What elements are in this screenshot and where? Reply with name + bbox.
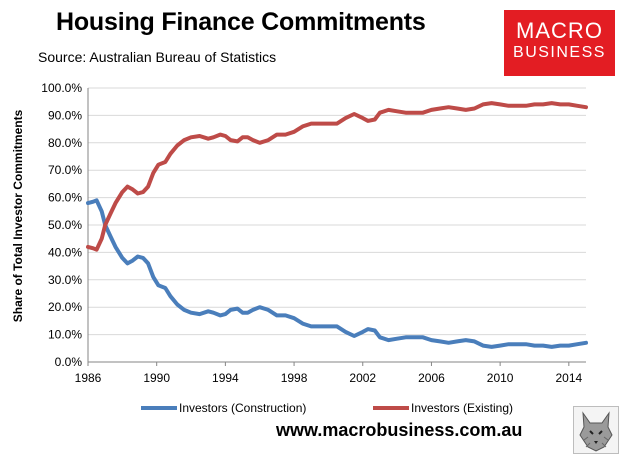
y-tick-label: 20.0% [48, 300, 82, 314]
y-tick-label: 30.0% [48, 273, 82, 287]
wolf-icon [573, 406, 619, 454]
x-tick-label: 2014 [555, 371, 582, 385]
y-tick-label: 60.0% [48, 191, 82, 205]
y-tick-label: 70.0% [48, 163, 82, 177]
y-tick-label: 90.0% [48, 108, 82, 122]
x-tick-label: 2010 [487, 371, 514, 385]
x-tick-label: 1994 [212, 371, 239, 385]
axes [87, 88, 586, 366]
series-line-2 [86, 101, 588, 252]
website-url[interactable]: www.macrobusiness.com.au [276, 420, 523, 440]
series-lines [86, 101, 588, 349]
x-tick-label: 2006 [418, 371, 445, 385]
series-line-1 [86, 198, 588, 349]
logo-line-1: MACRO [516, 18, 603, 43]
y-tick-label: 10.0% [48, 328, 82, 342]
legend-label-1: Investors (Construction) [179, 401, 306, 415]
gridlines [88, 87, 586, 336]
chart-subtitle: Source: Australian Bureau of Statistics [38, 49, 277, 65]
x-tick-label: 1986 [75, 371, 102, 385]
chart-title: Housing Finance Commitments [56, 8, 426, 36]
logo-line-2: BUSINESS [513, 44, 606, 61]
y-tick-label: 100.0% [41, 81, 82, 95]
x-tick-label: 2002 [349, 371, 376, 385]
y-tick-label: 80.0% [48, 136, 82, 150]
x-tick-label: 1990 [143, 371, 170, 385]
y-axis-label: Share of Total Investor Commitments [11, 109, 25, 322]
macrobusiness-logo[interactable]: MACRO BUSINESS [504, 10, 615, 76]
legend: Investors (Construction) Investors (Exist… [141, 401, 513, 415]
x-tick-label: 1998 [281, 371, 308, 385]
y-tick-label: 0.0% [55, 355, 83, 369]
y-tick-label: 40.0% [48, 245, 82, 259]
x-tick-labels: 1986 1990 1994 1998 2002 2006 2010 2014 [75, 371, 583, 385]
y-tick-labels: 0.0% 10.0% 20.0% 30.0% 40.0% 50.0% 60.0% 70.0% 8… [41, 81, 82, 369]
legend-label-2: Investors (Existing) [411, 401, 513, 415]
y-tick-label: 50.0% [48, 218, 82, 232]
